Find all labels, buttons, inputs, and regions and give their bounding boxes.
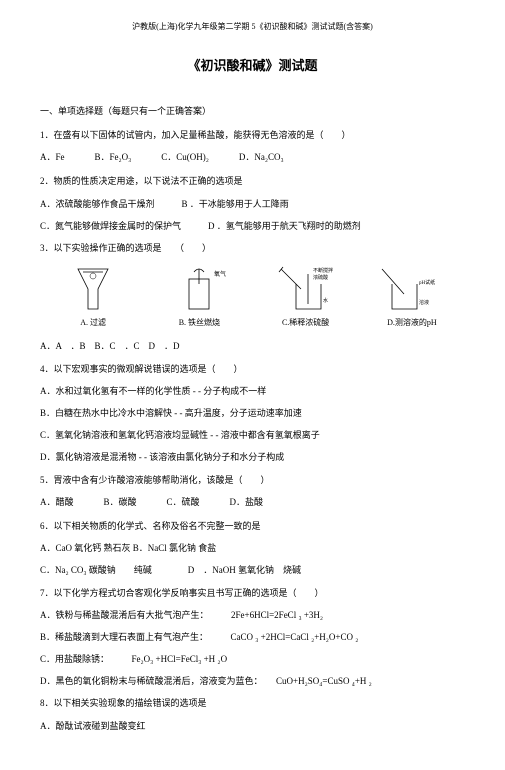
question-5: 5．胃液中含有少许酸溶液能够帮助消化，该酸是（ ） <box>40 472 465 488</box>
equation: 2Fe+6HCl=2FeCl ₃ +3H₂ <box>231 610 323 620</box>
opt-a: A．Fe <box>40 149 65 165</box>
opt-c: C．硫酸 <box>167 494 200 510</box>
question-2: 2．物质的性质决定用途，以下说法不正确的选项是 <box>40 173 465 189</box>
svg-text:氧气: 氧气 <box>214 270 226 278</box>
q6-c: C．Na₂ CO₃ 碳酸钠 纯碱 D ．NaOH 氢氧化钠 烧碱 <box>40 562 465 578</box>
doc-title: 《初识酸和碱》测试题 <box>40 54 465 77</box>
q7-a: A．铁粉与稀盐酸混淆后有大批气泡产生： 2Fe+6HCl=2FeCl ₃ +3H… <box>40 607 465 623</box>
fig-label: A. 过滤 <box>80 318 106 327</box>
figure-c: 不断搅拌浓硫酸水 C.稀释浓硫酸 <box>253 264 359 330</box>
opt-c: C．Cu(OH)₂ <box>161 149 209 165</box>
figure-a: A. 过滤 <box>40 264 146 330</box>
opt-text: C．氮气能够做焊接金属时的保护气 <box>40 221 181 231</box>
q7-c: C．用盐酸除锈： Fe₂O₃ +HCl=FeCl₃ +H ₂O <box>40 651 465 667</box>
opt-b: B．Fe₂O₃ <box>95 149 132 165</box>
equation: CuO+H₂SO₄=CuSO ₄+H ₂ <box>276 676 372 686</box>
opt-text: B ．干冰能够用于人工降雨 <box>182 199 289 209</box>
fig-label: B. 铁丝燃烧 <box>179 318 220 327</box>
q6-a: A．CaO 氧化钙 熟石灰 B．NaCl 氯化钠 食盐 <box>40 540 465 556</box>
q3-answer: A．A ．B B．C ．C D ．D <box>40 338 465 354</box>
figure-b: 氧气 B. 铁丝燃烧 <box>146 264 252 330</box>
opt-text: C．用盐酸除锈： <box>40 654 105 664</box>
question-8: 8．以下相关实验现象的描绘错误的选项是 <box>40 695 465 711</box>
svg-text:溶液: 溶液 <box>419 299 429 306</box>
question-1: 1．在盛有以下固体的试管内，加入足量稀盐酸，能获得无色溶液的是（ ） <box>40 127 465 143</box>
q4-d: D．氯化钠溶液是混淆物 - - 该溶液由氯化钠分子和水分子构成 <box>40 449 465 465</box>
equation: Fe₂O₃ +HCl=FeCl₃ +H ₂O <box>132 654 228 664</box>
q4-c: C．氢氧化钠溶液和氢氧化钙溶液均显碱性 - - 溶液中都含有氢氧根离子 <box>40 427 465 443</box>
opt-d: D．Na₂CO₃ <box>239 149 284 165</box>
opt-text: B．稀盐酸滴到大理石表面上有气泡产生： <box>40 632 204 642</box>
q7-b: B．稀盐酸滴到大理石表面上有气泡产生： CaCO ₃ +2HCl=CaCl ₂+… <box>40 629 465 645</box>
opt-text: D ．NaOH 氢氧化钠 烧碱 <box>188 565 301 575</box>
svg-text:浓硫酸: 浓硫酸 <box>313 274 328 281</box>
burn-icon: 氧气 <box>169 264 229 314</box>
opt-text: D．黑色的氧化铜粉末与稀硫酸混淆后，溶液变为蓝色： <box>40 676 258 686</box>
opt-a: A．醋酸 <box>40 494 74 510</box>
section-heading: 一、单项选择题（每题只有一个正确答案） <box>40 103 465 119</box>
question-6: 6．以下相关物质的化学式、名称及俗名不完整一致的是 <box>40 518 465 534</box>
figure-d: pH试纸溶液 D.测溶液的pH <box>359 264 465 330</box>
opt-d: D．盐酸 <box>230 494 264 510</box>
ph-icon: pH试纸溶液 <box>377 264 447 314</box>
filter-icon <box>63 264 123 314</box>
question-7: 7．以下化学方程式切合客观化学反响事实且书写正确的选项是（ ） <box>40 585 465 601</box>
q5-options: A．醋酸 B．碳酸 C．硫酸 D．盐酸 <box>40 494 465 510</box>
dilute-icon: 不断搅拌浓硫酸水 <box>271 264 341 314</box>
q1-options: A．Fe B．Fe₂O₃ C．Cu(OH)₂ D．Na₂CO₃ <box>40 149 465 165</box>
q8-a: A．酚酞试液碰到盐酸变红 <box>40 718 465 734</box>
fig-label: C.稀释浓硫酸 <box>282 318 329 327</box>
svg-text:水: 水 <box>323 297 328 304</box>
q4-b: B．白糖在热水中比冷水中溶解快 - - 高升温度，分子运动速率加速 <box>40 405 465 421</box>
equation: CaCO ₃ +2HCl=CaCl ₂+H₂O+CO ₂ <box>231 632 359 642</box>
q4-a: A．水和过氧化氢有不一样的化学性质 - - 分子构成不一样 <box>40 383 465 399</box>
opt-b: B．碳酸 <box>104 494 137 510</box>
opt-text: A．浓硫酸能够作食品干燥剂 <box>40 199 155 209</box>
figures-row: A. 过滤 氧气 B. 铁丝燃烧 不断搅拌浓硫酸水 C.稀释浓硫酸 pH试纸溶液… <box>40 264 465 330</box>
svg-text:pH试纸: pH试纸 <box>419 279 435 286</box>
question-4: 4．以下宏观事实的微观解说错误的选项是（ ） <box>40 361 465 377</box>
page-header: 沪教版(上海)化学九年级第二学期 5《初识酸和碱》测试试题(含答案) <box>40 20 465 34</box>
q2-c: C．氮气能够做焊接金属时的保护气 D ．氢气能够用于航天飞翔时的助燃剂 <box>40 218 465 234</box>
fig-label: D.测溶液的pH <box>387 318 437 327</box>
opt-text: A．铁粉与稀盐酸混淆后有大批气泡产生： <box>40 610 204 620</box>
opt-text: D ．氢气能够用于航天飞翔时的助燃剂 <box>208 221 361 231</box>
question-3: 3．以下实验操作正确的选项是 （ ） <box>40 240 465 256</box>
q2-a: A．浓硫酸能够作食品干燥剂 B ．干冰能够用于人工降雨 <box>40 196 465 212</box>
svg-text:不断搅拌: 不断搅拌 <box>313 267 333 274</box>
q7-d: D．黑色的氧化铜粉末与稀硫酸混淆后，溶液变为蓝色： CuO+H₂SO₄=CuSO… <box>40 673 465 689</box>
opt-text: C．Na₂ CO₃ 碳酸钠 纯碱 <box>40 565 152 575</box>
